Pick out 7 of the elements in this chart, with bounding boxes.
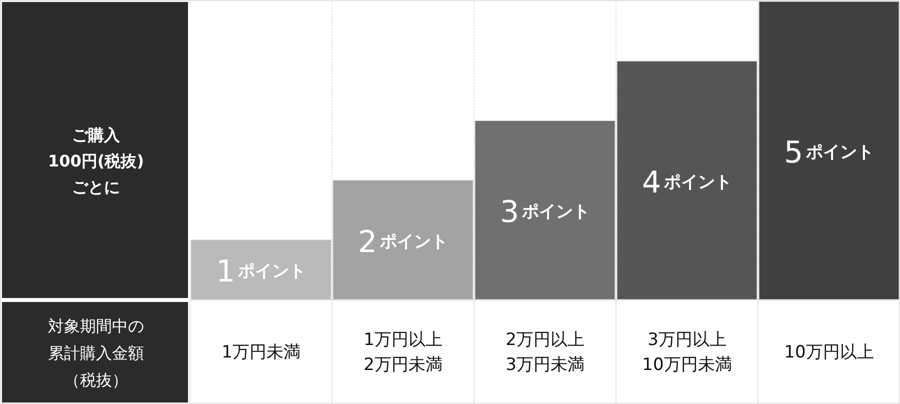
- x-tick-label: 2万円以上 3万円未満: [506, 330, 584, 375]
- x-tick-label: 1万円以上 2万円未満: [364, 330, 442, 375]
- x-tick-label: 1万円未満: [222, 342, 300, 362]
- x-tick-label: 3万円以上 10万円未満: [642, 330, 732, 375]
- x-tick-label: 10万円以上: [784, 342, 874, 362]
- y-axis-title: ご購入 100円(税抜) ごとに: [48, 125, 144, 196]
- x-axis-title: 対象期間中の累計購入金額（税抜）: [48, 316, 144, 389]
